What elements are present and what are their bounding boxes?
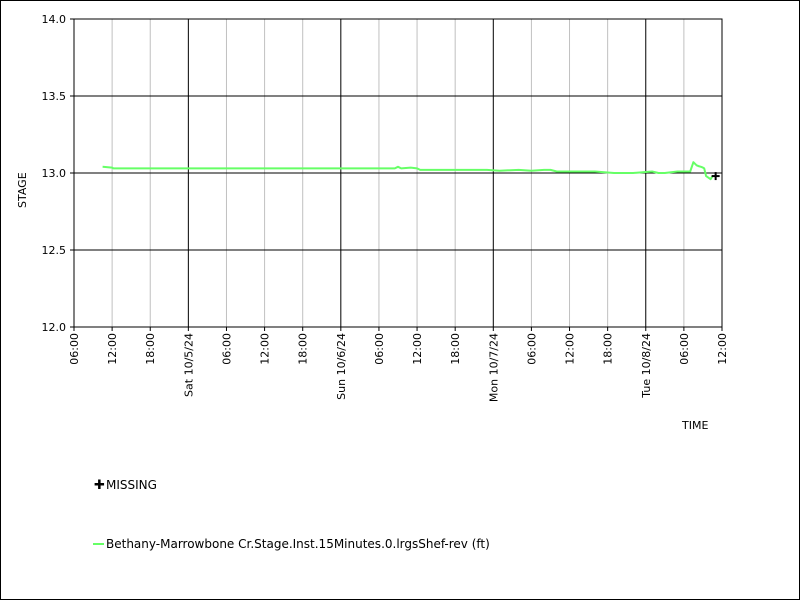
y-axis-title: STAGE — [16, 172, 29, 208]
x-tick-label: 18:00 — [297, 333, 310, 365]
x-tick-label: 06:00 — [373, 333, 386, 365]
y-tick-label: 13.0 — [42, 167, 67, 180]
series-swatch-icon — [93, 542, 104, 545]
x-tick-label: 18:00 — [602, 333, 615, 365]
x-tick-label: 12:00 — [259, 333, 272, 365]
missing-point — [711, 172, 720, 181]
x-tick-label: 18:00 — [144, 333, 157, 365]
x-tick-label: 18:00 — [449, 333, 462, 365]
x-tick-label: 12:00 — [106, 333, 119, 365]
x-tick-label: 12:00 — [564, 333, 577, 365]
x-tick-label: 12:00 — [716, 333, 729, 365]
legend-item-series: Bethany-Marrowbone Cr.Stage.Inst.15Minut… — [93, 537, 490, 551]
x-tick-label: 06:00 — [68, 333, 81, 365]
x-tick-label: 06:00 — [220, 333, 233, 365]
y-tick-label: 14.0 — [42, 13, 67, 26]
x-tick-label: 06:00 — [525, 333, 538, 365]
x-tick-label: Sat 10/5/24 — [182, 333, 195, 397]
missing-marker-icon: ✚ — [94, 478, 105, 493]
y-tick-label: 12.5 — [42, 244, 67, 257]
legend-series-label: Bethany-Marrowbone Cr.Stage.Inst.15Minut… — [106, 537, 490, 551]
x-tick-label: Tue 10/8/24 — [640, 333, 653, 399]
y-tick-label: 13.5 — [42, 90, 67, 103]
plot-border — [73, 18, 723, 328]
legend-item-missing: ✚MISSING — [94, 478, 157, 493]
x-tick-label: Mon 10/7/24 — [487, 333, 500, 402]
x-tick-label: 06:00 — [678, 333, 691, 365]
series-layer — [102, 161, 720, 181]
legend-missing-label: MISSING — [106, 478, 157, 492]
x-axis-title: TIME — [681, 419, 708, 432]
series-line — [102, 161, 714, 181]
x-tick-label: Sun 10/6/24 — [335, 333, 348, 400]
x-tick-label: 12:00 — [411, 333, 424, 365]
axis-layer: 06:00 12:00 18:00 Sat 10/5/24 06:00 12:00 18:0… — [42, 13, 730, 402]
y-tick-label: 12.0 — [42, 321, 67, 334]
